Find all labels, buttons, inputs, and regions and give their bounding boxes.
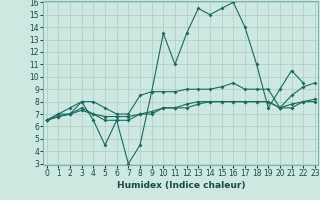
X-axis label: Humidex (Indice chaleur): Humidex (Indice chaleur) bbox=[116, 181, 245, 190]
